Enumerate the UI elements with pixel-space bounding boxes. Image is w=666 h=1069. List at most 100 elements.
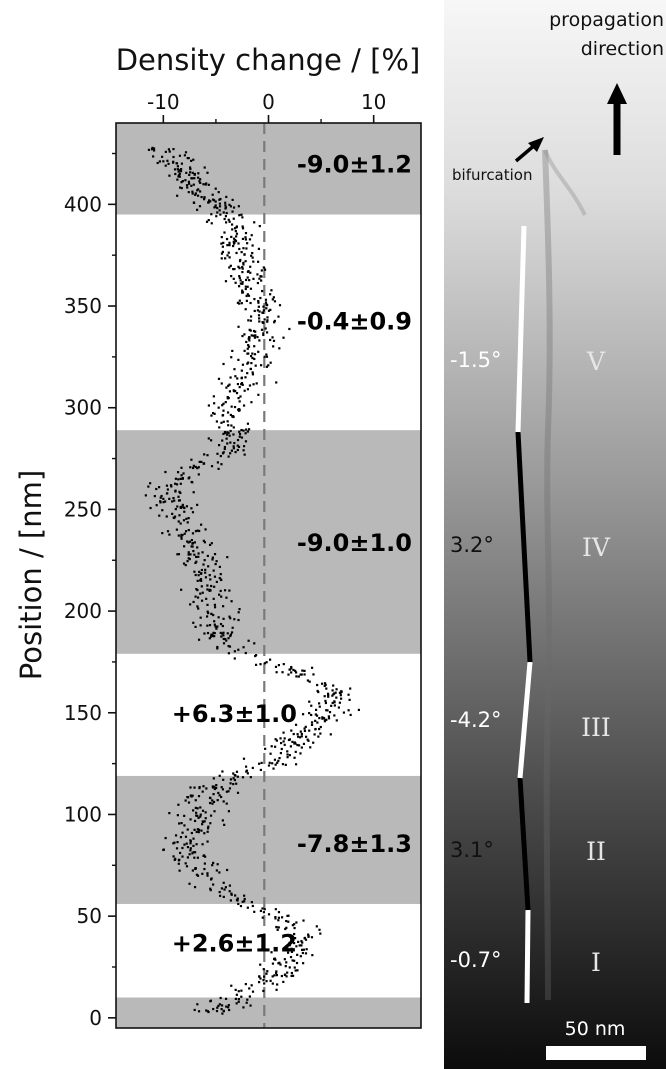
- data-point: [196, 503, 199, 506]
- data-point: [254, 654, 257, 658]
- data-point: [190, 184, 193, 187]
- data-point: [177, 862, 180, 865]
- data-point: [194, 806, 197, 810]
- data-point: [274, 917, 277, 920]
- data-point: [347, 709, 350, 712]
- data-point: [296, 733, 299, 736]
- data-point: [221, 245, 224, 248]
- data-point: [234, 450, 237, 454]
- data-point: [263, 908, 266, 911]
- data-point: [193, 786, 196, 789]
- data-point: [216, 211, 219, 214]
- data-point: [296, 743, 299, 747]
- data-point: [282, 731, 285, 734]
- data-point: [286, 951, 290, 954]
- data-point: [246, 422, 250, 425]
- data-point: [252, 383, 255, 386]
- data-point: [178, 174, 181, 177]
- data-point: [248, 384, 252, 387]
- data-point: [256, 309, 260, 312]
- data-point: [215, 786, 218, 790]
- data-point: [209, 200, 212, 203]
- data-point: [178, 822, 181, 825]
- data-point: [197, 176, 200, 179]
- data-point: [211, 802, 214, 805]
- data-point: [182, 519, 186, 522]
- data-point: [250, 401, 253, 404]
- data-point: [323, 682, 327, 685]
- band-6: [116, 123, 421, 215]
- data-point: [164, 500, 167, 503]
- data-point: [225, 1005, 228, 1008]
- data-point: [238, 260, 242, 263]
- data-point: [203, 166, 206, 169]
- data-point: [187, 516, 190, 520]
- data-point: [283, 973, 287, 976]
- y-axis-title: Position / [nm]: [14, 470, 48, 680]
- data-point: [230, 449, 233, 452]
- data-point: [188, 166, 192, 169]
- data-point: [275, 671, 278, 674]
- data-point: [219, 631, 222, 635]
- data-point: [261, 907, 264, 910]
- data-point: [220, 463, 223, 466]
- data-point: [187, 551, 190, 554]
- segment-5-numeral: V: [586, 347, 606, 376]
- data-point: [227, 790, 230, 793]
- data-point: [211, 633, 214, 636]
- data-point: [294, 763, 298, 766]
- data-point: [176, 165, 179, 168]
- data-point: [216, 799, 219, 802]
- data-point: [273, 758, 277, 761]
- data-point: [310, 723, 314, 726]
- data-point: [168, 497, 171, 500]
- data-point: [255, 382, 258, 385]
- data-point: [267, 764, 271, 767]
- data-point: [228, 383, 231, 386]
- data-point: [177, 170, 180, 173]
- data-point: [251, 373, 255, 376]
- data-point: [190, 507, 193, 510]
- data-point: [186, 796, 190, 799]
- data-point: [197, 555, 200, 558]
- data-point: [238, 214, 241, 217]
- data-point: [204, 576, 208, 579]
- data-point: [259, 977, 262, 980]
- data-point: [185, 505, 189, 508]
- band-label-6: -9.0±1.2: [297, 151, 412, 179]
- data-point: [263, 268, 267, 271]
- data-point: [189, 849, 192, 852]
- data-point: [187, 541, 190, 544]
- data-point: [216, 206, 219, 210]
- bifurcation-label: bifurcation: [452, 166, 533, 184]
- data-point: [237, 1000, 240, 1003]
- data-point: [217, 377, 221, 380]
- data-point: [270, 745, 273, 748]
- data-point: [207, 199, 211, 202]
- data-point: [288, 944, 291, 947]
- data-point: [241, 266, 244, 269]
- data-point: [201, 809, 205, 812]
- data-point: [331, 701, 334, 705]
- data-point: [220, 1004, 224, 1007]
- data-point: [181, 180, 184, 183]
- data-point: [174, 508, 177, 511]
- data-point: [276, 928, 279, 931]
- data-point: [194, 625, 197, 628]
- data-point: [164, 836, 167, 840]
- data-point: [222, 634, 225, 637]
- data-point: [232, 433, 235, 436]
- data-point: [172, 147, 175, 151]
- data-point: [216, 452, 219, 455]
- data-point: [253, 336, 257, 339]
- data-point: [246, 906, 249, 909]
- data-point: [189, 842, 192, 845]
- data-point: [191, 852, 194, 855]
- data-point: [226, 632, 229, 635]
- data-point: [349, 687, 352, 690]
- data-point: [224, 221, 228, 224]
- data-point: [232, 390, 236, 393]
- data-point: [238, 247, 241, 251]
- data-point: [334, 691, 337, 694]
